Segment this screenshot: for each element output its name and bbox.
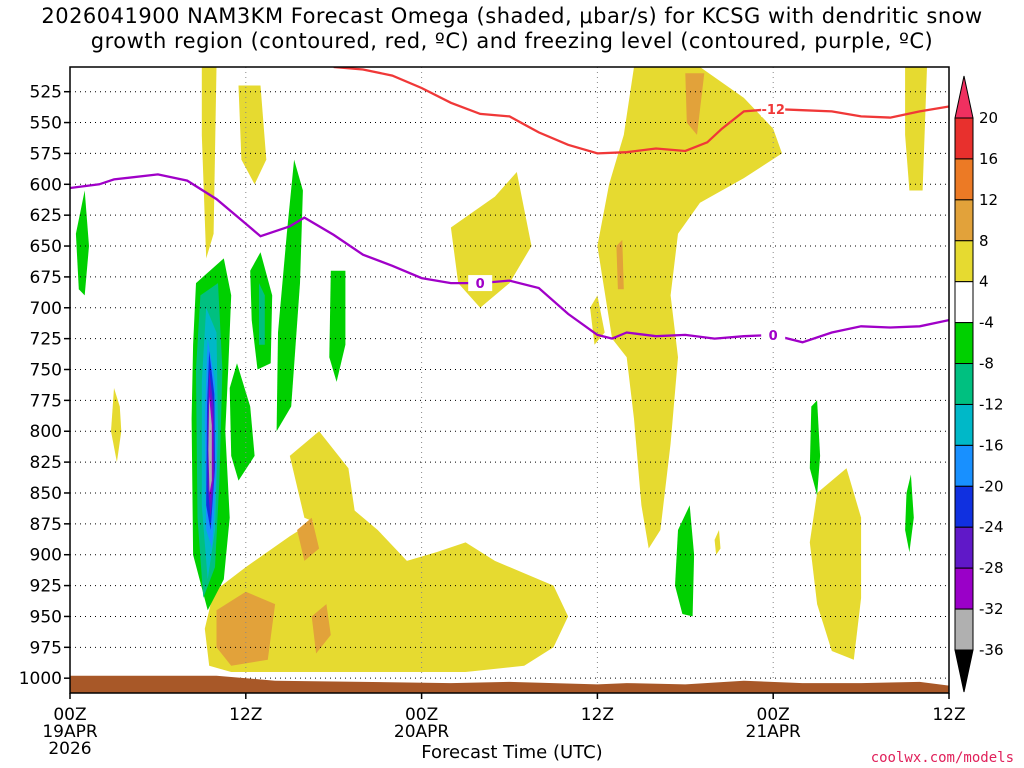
x-tick-label: 12Z [229, 705, 262, 725]
x-tick-label: 12Z [581, 705, 614, 725]
omega-region-17 [75, 190, 89, 296]
colorbar-swatch [954, 117, 974, 160]
colorbar-label: -12 [979, 395, 1004, 413]
colorbar-swatch [954, 485, 974, 528]
colorbar-label: -16 [979, 436, 1004, 454]
omega-region-27 [259, 283, 265, 345]
y-tick-label: 825 [30, 453, 62, 473]
chart-title-line2: growth region (contoured, red, ºC) and f… [90, 29, 934, 53]
omega-region-7 [597, 67, 782, 549]
y-tick-label: 950 [30, 607, 62, 627]
omega-region-15 [616, 239, 624, 290]
colorbar-label: 4 [979, 273, 989, 291]
omega-region-19 [229, 363, 255, 481]
colorbar-label: -32 [979, 600, 1004, 618]
omega-region-24 [809, 400, 821, 496]
omega-region-4 [289, 431, 356, 530]
colorbar-label: 16 [979, 150, 998, 168]
colorbar-swatch [954, 567, 974, 610]
omega-region-5 [450, 172, 532, 308]
dgz-contour-label-bg [761, 100, 786, 117]
y-tick-label: 775 [30, 391, 62, 411]
omega-region-0 [201, 67, 217, 259]
colorbar-swatch [954, 608, 974, 651]
colorbar-swatch [954, 322, 974, 365]
y-tick-label: 900 [30, 546, 62, 566]
chart-title-line1: 2026041900 NAM3KM Forecast Omega (shaded… [41, 4, 983, 28]
colorbar-label: -24 [979, 518, 1004, 536]
y-tick-label: 725 [30, 330, 62, 350]
y-tick-label: 600 [30, 175, 62, 195]
colorbar-label: -4 [979, 314, 994, 332]
colorbar-swatch [954, 363, 974, 405]
colorbar-top-arrow [954, 75, 974, 119]
y-tick-label: 875 [30, 515, 62, 535]
colorbar-label: -20 [979, 477, 1004, 495]
y-tick-label: 925 [30, 577, 62, 597]
colorbar-swatch [954, 158, 974, 201]
freezing-level-contour-line [70, 173, 949, 344]
y-tick-label: 750 [30, 361, 62, 381]
y-tick-label: 550 [30, 114, 62, 134]
plot-frame [69, 66, 950, 694]
freezing-level-contour-label: 0 [476, 277, 485, 292]
y-tick-label: 700 [30, 299, 62, 319]
omega-region-23 [675, 505, 695, 617]
y-tick-label: 800 [30, 422, 62, 442]
colorbar-label: 20 [979, 109, 998, 127]
y-tick-label: 850 [30, 484, 62, 504]
colorbar-label: -36 [979, 641, 1004, 659]
y-tick-label: 650 [30, 237, 62, 257]
omega-region-13 [311, 604, 331, 654]
y-tick-label: 1000 [19, 669, 62, 689]
terrain-fill [70, 675, 949, 693]
x-tick-label: 21APR [746, 722, 802, 742]
y-tick-label: 525 [30, 83, 62, 103]
omega-region-14 [685, 73, 705, 135]
colorbar-swatch [954, 444, 974, 487]
x-tick-label: 19APR [42, 722, 98, 742]
x-tick-label: 2026 [48, 739, 91, 759]
omega-region-22 [329, 270, 346, 382]
x-tick-label: 00Z [53, 705, 86, 725]
omega-region-16 [257, 604, 264, 623]
x-tick-label: 20APR [394, 722, 450, 742]
omega-region-33 [208, 396, 212, 493]
colorbar-label: 12 [979, 191, 998, 209]
colorbar-swatch [954, 526, 974, 569]
freezing-level-contour-label: 0 [769, 329, 778, 344]
x-tick-label: 12Z [932, 705, 965, 725]
dgz-contour-line [333, 67, 949, 155]
y-tick-label: 575 [30, 144, 62, 164]
freezing-level-contour-label-bg [761, 326, 786, 343]
omega-region-12 [297, 517, 320, 561]
y-tick-label: 975 [30, 638, 62, 658]
omega-region-10 [714, 530, 721, 555]
omega-region-9 [905, 67, 927, 191]
omega-region-25 [905, 474, 914, 553]
y-tick-label: 675 [30, 268, 62, 288]
colorbar-swatch [954, 403, 974, 446]
colorbar-swatch [954, 240, 974, 283]
colorbar-label: 8 [979, 232, 989, 250]
omega-region-1 [238, 85, 267, 185]
credit-text: coolwx.com/models [870, 750, 1014, 766]
x-tick-label: 00Z [757, 705, 790, 725]
dgz-contour-label: -12 [761, 103, 785, 118]
omega-region-2 [111, 388, 122, 463]
colorbar-bottom-arrow [954, 649, 974, 693]
y-tick-label: 625 [30, 206, 62, 226]
colorbar-swatch [954, 199, 974, 242]
x-tick-label: 00Z [405, 705, 438, 725]
colorbar-label: -28 [979, 559, 1004, 577]
colorbar-label: -8 [979, 355, 994, 373]
freezing-level-contour-label-bg [468, 275, 493, 292]
x-axis-label: Forecast Time (UTC) [421, 742, 603, 763]
omega-region-8 [809, 468, 862, 660]
colorbar-swatch [954, 281, 974, 324]
omega-region-21 [276, 159, 303, 432]
omega-region-3 [204, 505, 569, 672]
